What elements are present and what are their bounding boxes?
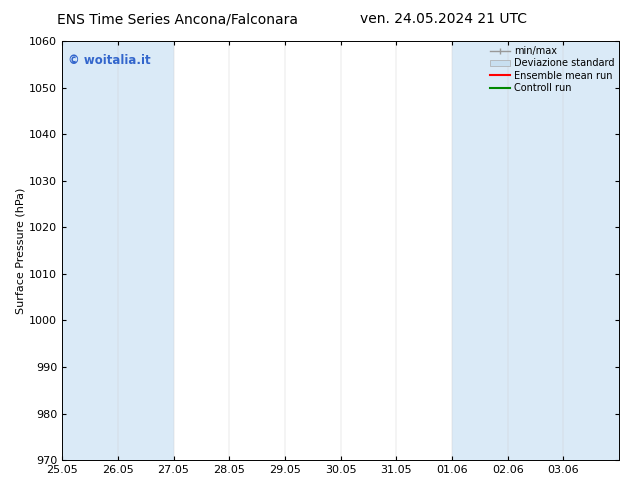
- Bar: [62, 41, 118, 460]
- Bar: [452, 41, 508, 460]
- Title: ENS Time Series Ancona/Falconara    ven. 24.05.2024 21 UTC: ENS Time Series Ancona/Falconara ven. 24…: [0, 489, 1, 490]
- Bar: [508, 41, 564, 460]
- Bar: [118, 41, 174, 460]
- Bar: [564, 41, 619, 460]
- Text: ven. 24.05.2024 21 UTC: ven. 24.05.2024 21 UTC: [360, 12, 527, 26]
- Text: ENS Time Series Ancona/Falconara: ENS Time Series Ancona/Falconara: [57, 12, 298, 26]
- Text: © woitalia.it: © woitalia.it: [68, 53, 150, 67]
- Y-axis label: Surface Pressure (hPa): Surface Pressure (hPa): [15, 187, 25, 314]
- Legend: min/max, Deviazione standard, Ensemble mean run, Controll run: min/max, Deviazione standard, Ensemble m…: [488, 44, 616, 95]
